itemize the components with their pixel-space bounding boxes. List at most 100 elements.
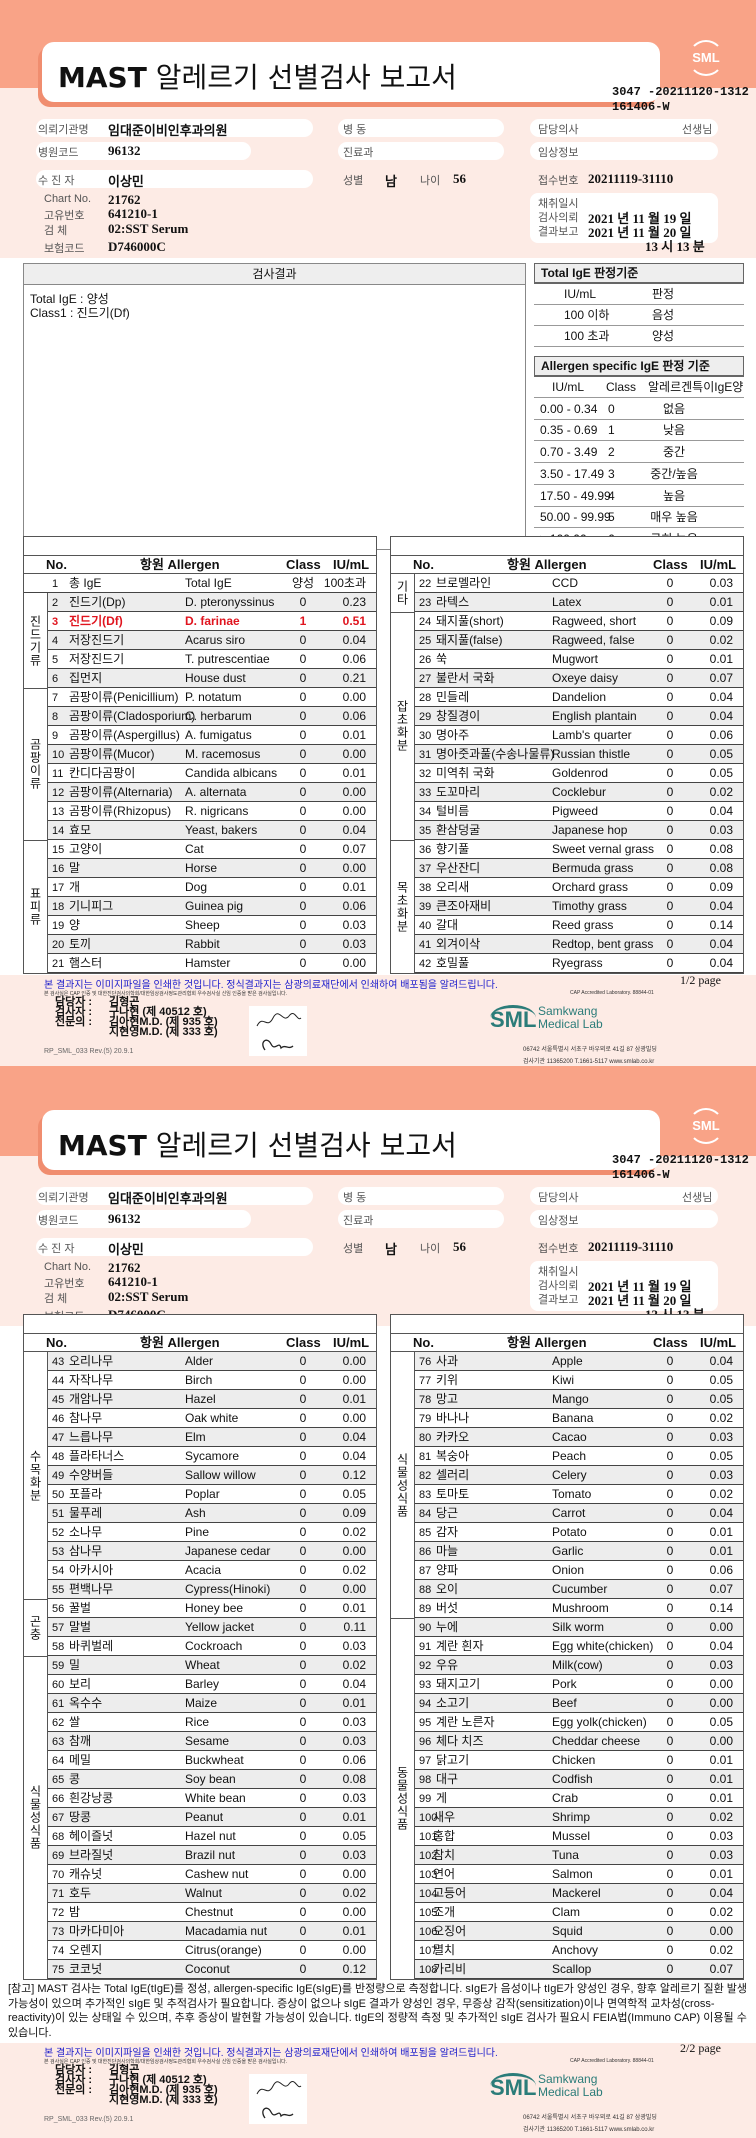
allergen-iu: 0.14 bbox=[709, 1601, 733, 1615]
specific-criteria-row: 17.50 - 49.99 4 높음 bbox=[534, 486, 744, 507]
allergen-english: D. pteronyssinus bbox=[185, 595, 275, 609]
allergen-iu: 0.00 bbox=[709, 1620, 733, 1634]
allergen-class: 0 bbox=[299, 1715, 307, 1729]
table-row: 23 라텍스 Latex 0 0.01 bbox=[415, 593, 743, 612]
allergen-english: Carrot bbox=[552, 1506, 586, 1520]
allergen-iu: 0.01 bbox=[709, 1772, 733, 1786]
request-date: 2021 년 11 월 19 일 bbox=[588, 1279, 692, 1294]
lab-name-2: Medical Lab bbox=[538, 1017, 603, 1031]
allergen-iu: 0.02 bbox=[342, 1563, 366, 1577]
allergen-table: No. 항원 Allergen Class IU/mL 수목화분 43 오리나무 Alder 0… bbox=[23, 1314, 377, 1980]
sml-logo-icon: SML bbox=[688, 1108, 724, 1144]
table-row: 88 오이 Cucumber 0 0.07 bbox=[415, 1580, 743, 1599]
allergen-english: Hamster bbox=[185, 956, 231, 970]
allergen-class: 0 bbox=[299, 671, 307, 685]
allergen-class: 0 bbox=[666, 1943, 674, 1957]
allergen-class: 0 bbox=[666, 1791, 674, 1805]
table-row: 28 민들레 Dandelion 0 0.04 bbox=[415, 688, 743, 707]
table-row: 11 칸디다곰팡이 Candida albicans 0 0.01 bbox=[48, 764, 376, 783]
allergen-english: CCD bbox=[552, 576, 578, 590]
allergen-iu: 0.00 bbox=[342, 861, 366, 875]
allergen-table: No. 항원 Allergen Class IU/mL 식물성식품 76 사과 Apple 0 0… bbox=[390, 1314, 744, 1980]
allergen-iu: 0.01 bbox=[709, 1544, 733, 1558]
allergen-class: 0 bbox=[666, 1734, 674, 1748]
age-value: 56 bbox=[453, 1239, 466, 1254]
allergen-english: Cashew nut bbox=[185, 1867, 249, 1881]
allergen-english: Cheddar cheese bbox=[552, 1734, 641, 1748]
allergen-korean: 삼나무 bbox=[69, 1544, 103, 1558]
allergen-iu: 0.01 bbox=[709, 652, 733, 666]
institution-label: 의뢰기관명 bbox=[38, 1192, 89, 1204]
allergen-iu: 0.01 bbox=[709, 1791, 733, 1805]
allergen-class: 0 bbox=[299, 747, 307, 761]
allergen-korean: 민들레 bbox=[436, 690, 470, 704]
allergen-class: 0 bbox=[666, 1449, 674, 1463]
info-pill bbox=[338, 142, 504, 160]
allergen-class: 0 bbox=[299, 1791, 307, 1805]
report-date: 2021 년 11 월 20 일 bbox=[588, 225, 692, 240]
allergen-no: 105 bbox=[419, 1907, 438, 1919]
allergen-english: Crab bbox=[552, 1791, 579, 1805]
allergen-class: 0 bbox=[666, 785, 674, 799]
allergen-english: Anchovy bbox=[552, 1943, 599, 1957]
allergen-iu: 0.04 bbox=[342, 1430, 366, 1444]
allergen-korean: 곰팡이류(Aspergillus) bbox=[69, 728, 180, 742]
header-iu: IU/mL bbox=[333, 1335, 370, 1350]
allergen-iu: 0.04 bbox=[709, 937, 733, 951]
table-row: 33 도꼬마리 Cocklebur 0 0.02 bbox=[415, 783, 743, 802]
allergen-iu: 0.01 bbox=[709, 1867, 733, 1881]
table-row: 87 양파 Onion 0 0.06 bbox=[415, 1561, 743, 1580]
allergen-no: 95 bbox=[419, 1717, 432, 1729]
allergen-iu: 0.00 bbox=[342, 747, 366, 761]
allergen-korean: 돼지풀(short) bbox=[436, 614, 504, 628]
allergen-korean: 오이 bbox=[436, 1582, 459, 1596]
allergen-english: Peanut bbox=[185, 1810, 224, 1824]
allergen-class: 0 bbox=[299, 842, 307, 856]
allergen-english: Pork bbox=[552, 1677, 577, 1691]
table-row: 92 우유 Milk(cow) 0 0.03 bbox=[415, 1656, 743, 1675]
allergen-iu: 0.00 bbox=[342, 1867, 366, 1881]
table-row: 64 메밀 Buckwheat 0 0.06 bbox=[48, 1751, 376, 1770]
allergen-korean: 오리새 bbox=[436, 880, 470, 894]
allergen-no: 11 bbox=[52, 768, 64, 780]
institution-value: 임대준이비인후과의원 bbox=[108, 1191, 228, 1206]
allergen-no: 84 bbox=[419, 1508, 432, 1520]
receipt-value: 20211119-31110 bbox=[588, 171, 674, 186]
table-row: 93 돼지고기 Pork 0 0.00 bbox=[415, 1675, 743, 1694]
allergen-iu: 0.08 bbox=[709, 842, 733, 856]
header-allergen: 항원 Allergen bbox=[140, 1335, 220, 1350]
allergen-no: 26 bbox=[419, 654, 432, 666]
table-row: 34 털비름 Pigweed 0 0.04 bbox=[415, 802, 743, 821]
allergen-class: 0 bbox=[299, 1468, 307, 1482]
allergen-no: 33 bbox=[419, 787, 432, 799]
allergen-english: Maize bbox=[185, 1696, 218, 1710]
allergen-english: Wheat bbox=[185, 1658, 220, 1672]
allergen-no: 2 bbox=[52, 597, 59, 609]
allergen-iu: 0.04 bbox=[709, 956, 733, 970]
allergen-iu: 0.01 bbox=[342, 1924, 366, 1938]
table-row: 37 우산잔디 Bermuda grass 0 0.08 bbox=[415, 859, 743, 878]
allergen-class: 0 bbox=[299, 766, 307, 780]
allergen-iu: 0.00 bbox=[342, 1373, 366, 1387]
table-row: 32 미역취 국화 Goldenrod 0 0.05 bbox=[415, 764, 743, 783]
receipt-value: 20211119-31110 bbox=[588, 1239, 674, 1254]
allergen-no: 81 bbox=[419, 1451, 432, 1463]
allergen-english: Buckwheat bbox=[185, 1753, 244, 1767]
total-criteria-row: 100 초과 양성 bbox=[534, 326, 744, 347]
allergen-korean: 소고기 bbox=[436, 1696, 470, 1710]
doctor-label: 담당의사 bbox=[538, 1192, 579, 1204]
page-title: MAST 알레르기 선별검사 보고서 bbox=[58, 56, 457, 96]
table-row: 78 망고 Mango 0 0.05 bbox=[415, 1390, 743, 1409]
allergen-english: Peach bbox=[552, 1449, 587, 1463]
clinical-info-label: 임상정보 bbox=[538, 147, 579, 159]
receipt-label: 접수번호 bbox=[538, 175, 579, 187]
allergen-korean: 큰조아재비 bbox=[436, 899, 492, 913]
request-date: 2021 년 11 월 19 일 bbox=[588, 211, 692, 226]
table-row: 42 호밀풀 Ryegrass 0 0.04 bbox=[415, 954, 743, 973]
criteria-cell: 50.00 - 99.99 bbox=[540, 510, 611, 525]
table-row: 44 자작나무 Birch 0 0.00 bbox=[48, 1371, 376, 1390]
allergen-iu: 0.02 bbox=[709, 1487, 733, 1501]
form-code: RP_SML_033 Rev.(5) 20.9.1 bbox=[44, 2116, 134, 2123]
allergen-class: 0 bbox=[299, 1506, 307, 1520]
group-label: 식물성식품 bbox=[391, 1352, 415, 1619]
